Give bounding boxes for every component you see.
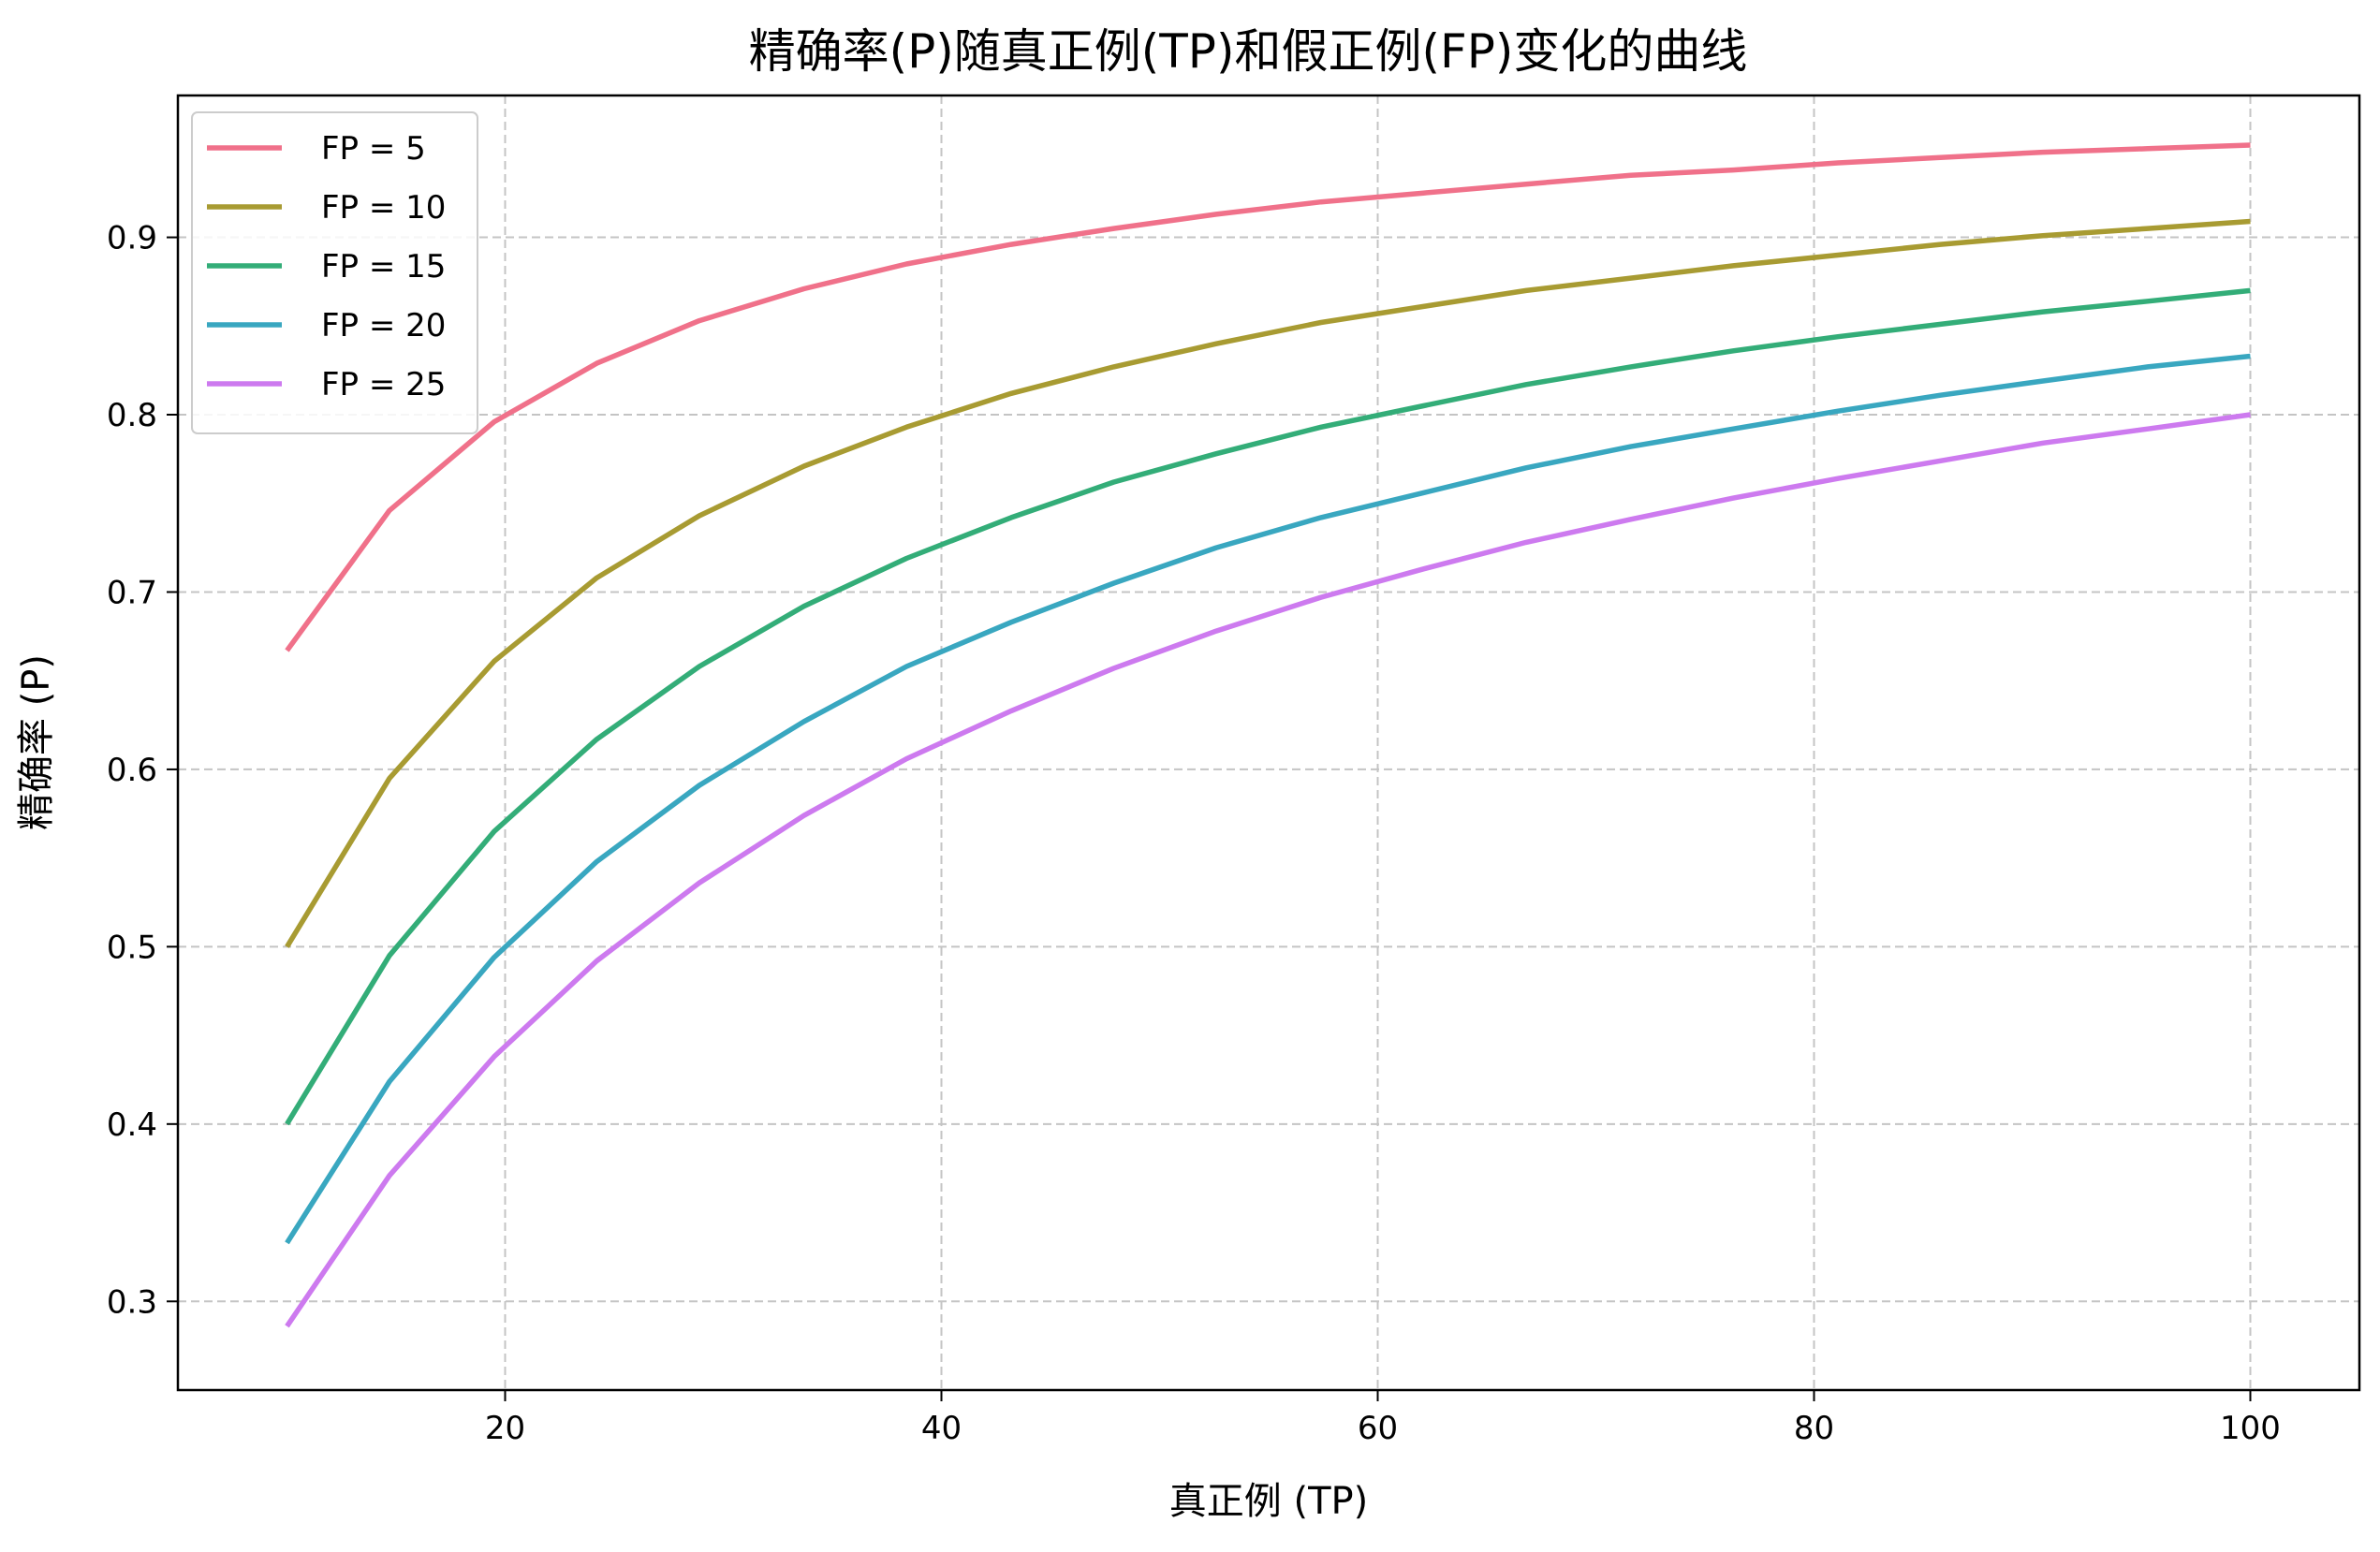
legend-box	[191, 111, 478, 434]
y-tick-label: 0.9	[107, 220, 157, 257]
y-tick-label: 0.5	[107, 929, 157, 966]
series-line-fp-2	[285, 218, 2251, 948]
legend: FP = 5 FP = 10 FP = 15 FP = 20 FP = 25	[191, 111, 478, 434]
y-tick-label: 0.6	[107, 752, 157, 789]
series-lines	[285, 142, 2251, 1328]
x-tick-label: 20	[485, 1410, 525, 1447]
x-tick-label: 80	[1794, 1410, 1834, 1447]
series-line-fp-4	[285, 353, 2251, 1245]
x-tick-label: 60	[1358, 1410, 1398, 1447]
legend-label: FP = 10	[321, 189, 446, 227]
series-line-fp-5	[285, 412, 2251, 1328]
x-tick-label: 40	[921, 1410, 962, 1447]
series-line-fp-3	[285, 287, 2251, 1126]
chart-title: 精确率(P)随真正例(TP)和假正例(FP)变化的曲线	[749, 24, 1748, 79]
y-tick-label: 0.3	[107, 1283, 157, 1321]
y-axis-ticks: 0.3 0.4 0.5 0.6 0.7 0.8 0.9	[107, 220, 178, 1321]
x-tick-label: 100	[2220, 1410, 2281, 1447]
x-axis-ticks: 20 40 60 80 100	[485, 1390, 2281, 1447]
legend-label: FP = 20	[321, 307, 446, 344]
y-axis-label: 精确率 (P)	[15, 654, 58, 830]
y-tick-label: 0.7	[107, 574, 157, 611]
legend-label: FP = 15	[321, 248, 446, 286]
plot-area-frame	[176, 94, 2361, 1392]
series-line-fp-1	[285, 142, 2251, 652]
x-axis-label: 真正例 (TP)	[1169, 1480, 1368, 1523]
y-tick-label: 0.8	[107, 397, 157, 434]
legend-label: FP = 5	[321, 130, 426, 168]
y-tick-label: 0.4	[107, 1106, 157, 1144]
legend-label: FP = 25	[321, 366, 446, 403]
